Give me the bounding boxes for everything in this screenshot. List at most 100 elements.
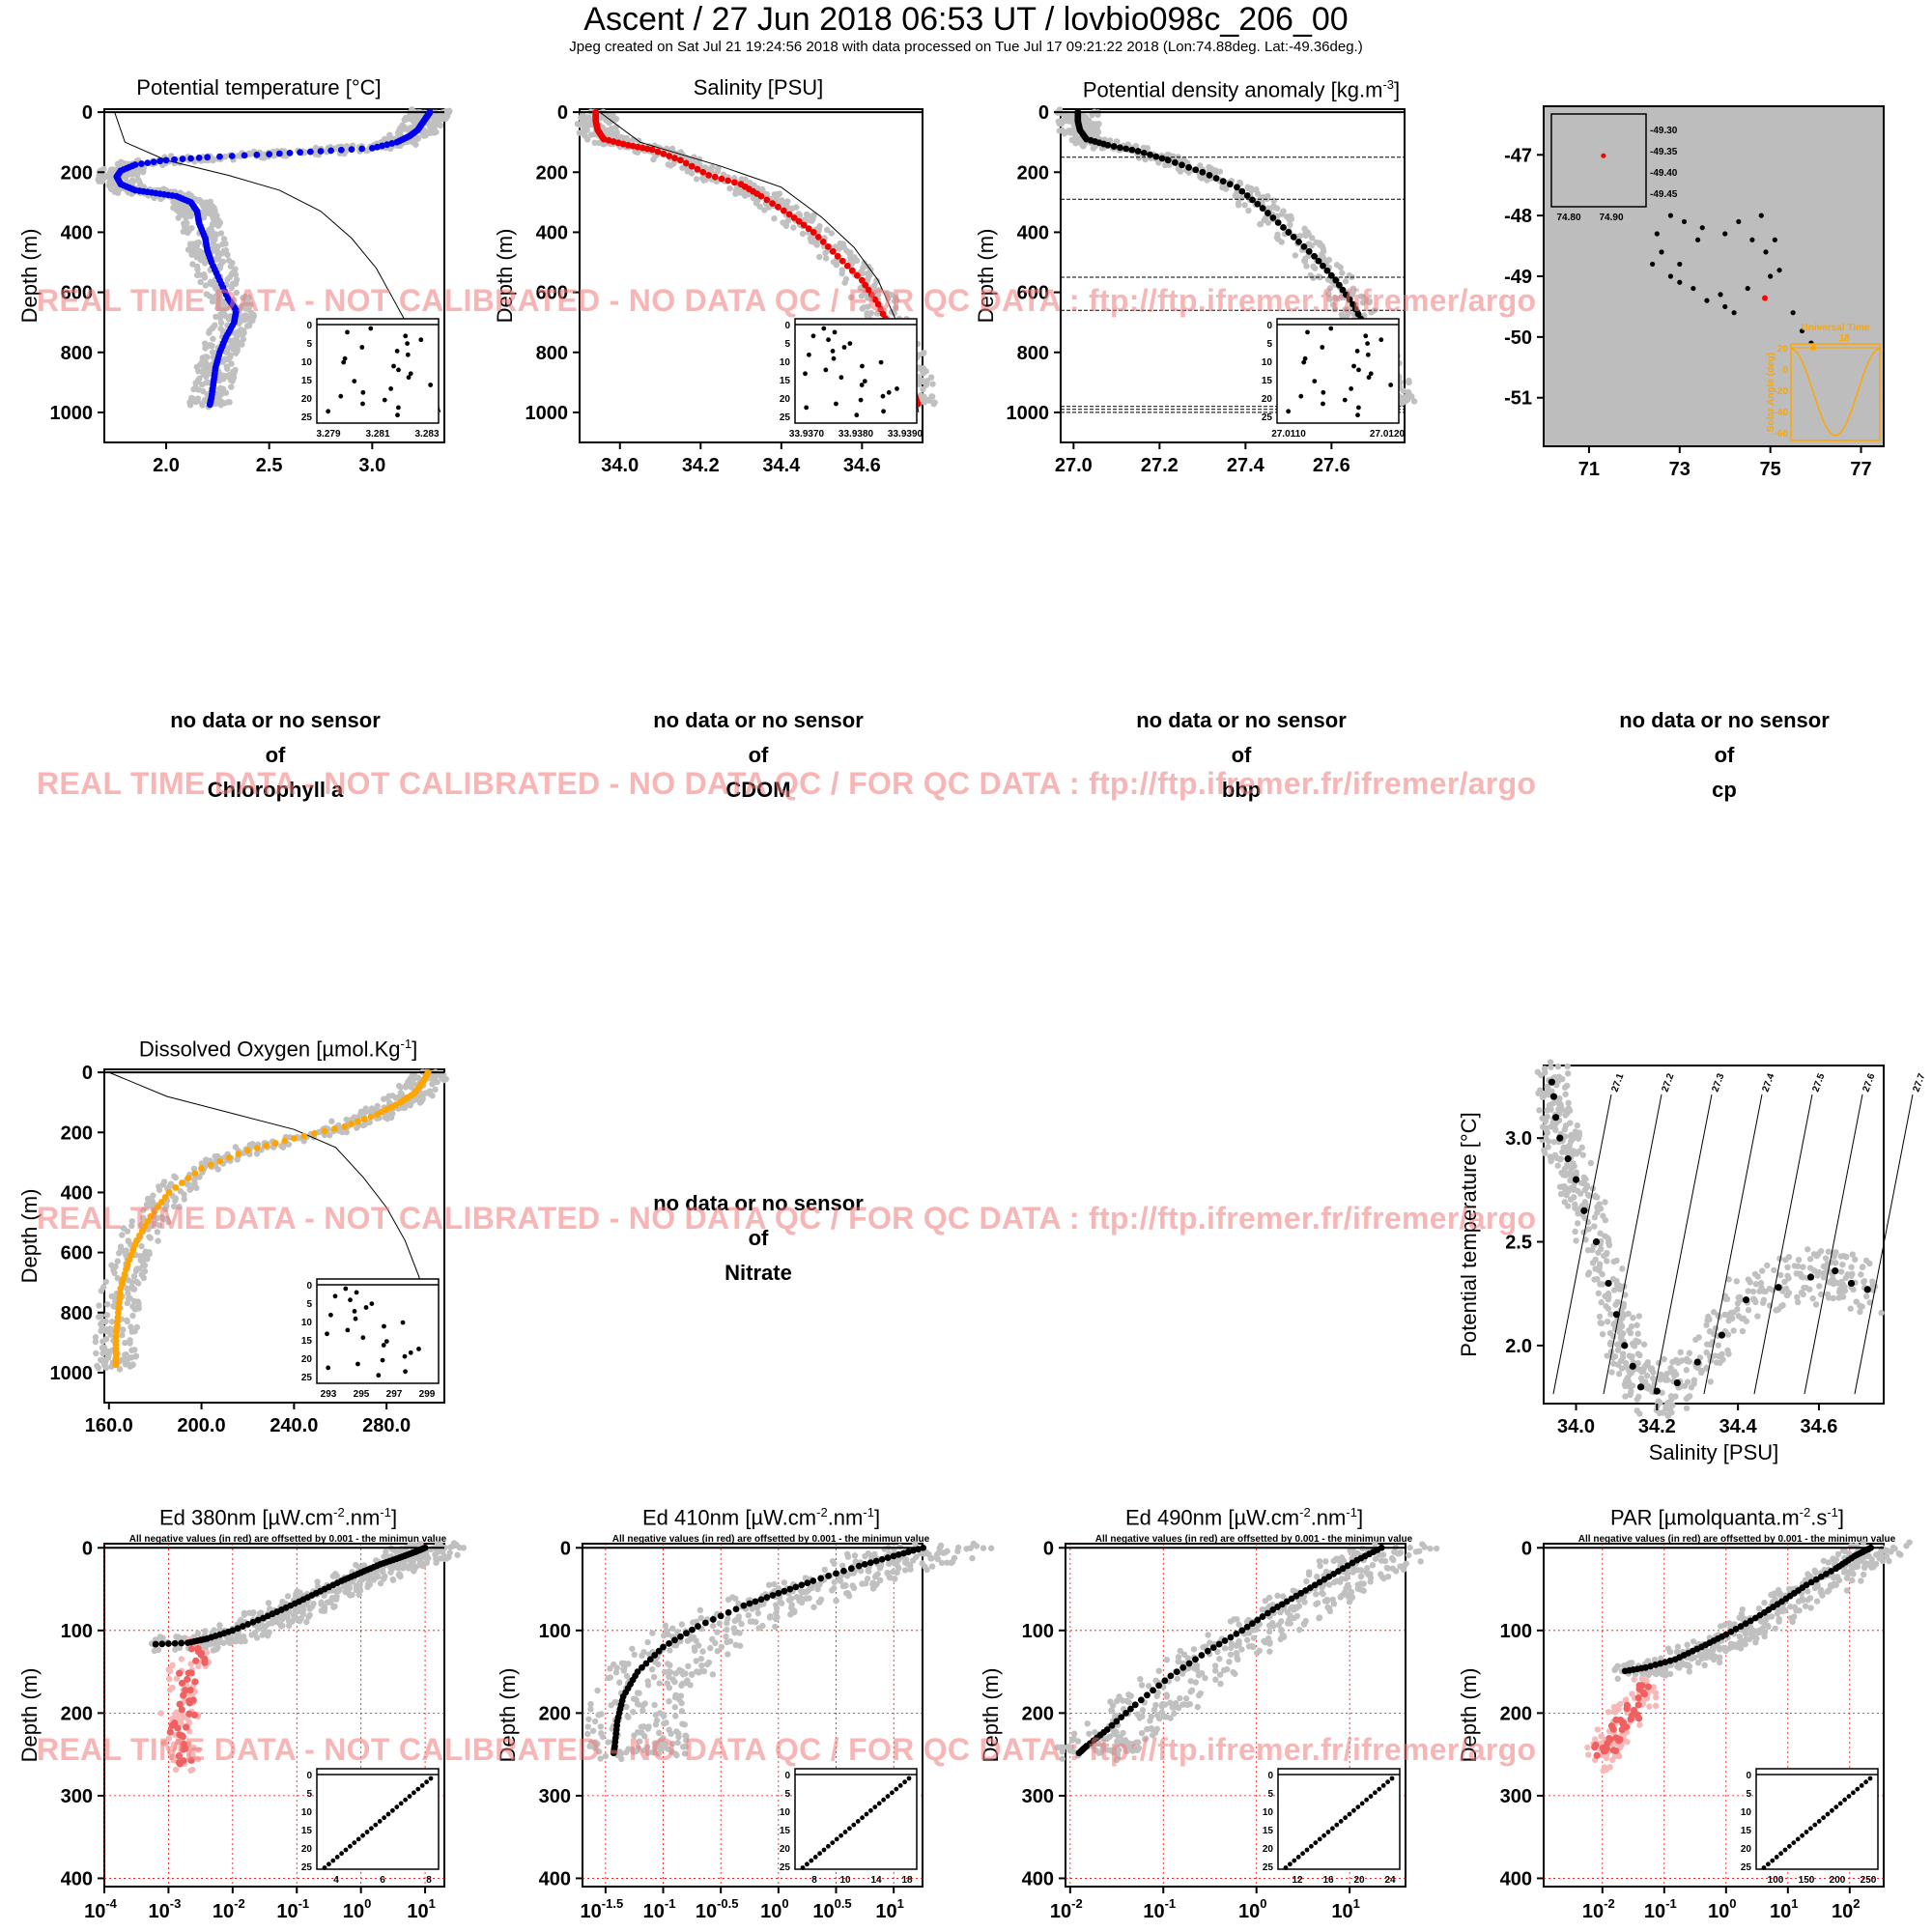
temp-profile-point bbox=[138, 160, 145, 167]
oxy-inset-ytick-label: 15 bbox=[301, 1336, 313, 1347]
ed380-cloud-point bbox=[248, 1632, 255, 1638]
ed380-cloud-point bbox=[397, 1573, 404, 1580]
oxy-cloud-point bbox=[103, 1312, 111, 1319]
ts-cloud-point bbox=[1712, 1324, 1719, 1332]
temp-cloud-point bbox=[99, 178, 106, 185]
oxy-xtick-label: 240.0 bbox=[270, 1415, 318, 1436]
ts-cloud-point bbox=[1575, 1135, 1582, 1142]
ts-cloud-point bbox=[1597, 1281, 1604, 1288]
ed410-cloud-point bbox=[724, 1626, 730, 1634]
oxy-profile-point bbox=[311, 1130, 318, 1137]
map-track-point bbox=[1677, 279, 1683, 285]
ed380-inset-point bbox=[394, 1804, 400, 1809]
ts-cloud-point bbox=[1723, 1312, 1731, 1319]
sal-xtick-label: 34.6 bbox=[843, 455, 881, 476]
sal-ytick-label: 1000 bbox=[526, 403, 569, 424]
dens-inset-point bbox=[1312, 379, 1318, 384]
ts-cloud-point bbox=[1599, 1330, 1606, 1338]
sal-profile-point bbox=[694, 165, 701, 173]
ed380-cloud-point bbox=[303, 1618, 310, 1626]
temp-cloud-point bbox=[108, 181, 115, 187]
temp-inset-point bbox=[388, 386, 394, 391]
oxy-inset-ytick-label: 20 bbox=[301, 1354, 313, 1365]
ed380-inset-point bbox=[398, 1801, 404, 1806]
ts-cloud-point bbox=[1596, 1201, 1603, 1208]
ts-cloud-point bbox=[1661, 1355, 1667, 1363]
ed410-cloud-point bbox=[662, 1622, 669, 1629]
sal-profile-point bbox=[718, 175, 725, 183]
temp-cloud-point bbox=[214, 304, 221, 312]
sal-profile-point bbox=[666, 153, 673, 159]
oxy-inset-point bbox=[332, 1293, 338, 1299]
ed380-negative-point bbox=[178, 1706, 185, 1714]
dens-inset-ytick-label: 0 bbox=[1266, 321, 1272, 331]
ed380-cloud-point bbox=[265, 1600, 272, 1606]
temp-cloud-point bbox=[217, 230, 225, 237]
sal-cloud-point bbox=[833, 261, 840, 269]
ed380-inset-point bbox=[355, 1836, 361, 1842]
oxy-cloud-point bbox=[102, 1278, 109, 1286]
ts-profile-point bbox=[1806, 1273, 1815, 1281]
ts-cloud-point bbox=[1625, 1374, 1632, 1381]
temp-ytick-label: 1000 bbox=[50, 403, 94, 424]
temp-inset-point bbox=[360, 389, 366, 395]
sal-cloud-point bbox=[927, 374, 935, 381]
ed380-cloud-point bbox=[289, 1617, 297, 1624]
dens-cloud-point bbox=[1241, 202, 1248, 209]
ed380-profile-point bbox=[171, 1639, 179, 1647]
map-ytick-label: -47 bbox=[1504, 145, 1532, 166]
oxy-cloud-point bbox=[417, 1093, 425, 1099]
ts-cloud-point bbox=[1861, 1278, 1867, 1286]
sal-profile-point bbox=[724, 177, 732, 185]
oxy-inset-point bbox=[360, 1335, 366, 1341]
ed380-cloud-point bbox=[395, 1564, 402, 1572]
sal-profile-point bbox=[763, 196, 771, 204]
ts-cloud-point bbox=[1837, 1268, 1845, 1275]
temp-cloud-point bbox=[200, 366, 208, 373]
oxy-profile-point bbox=[225, 1153, 233, 1161]
ts-cloud-point bbox=[1683, 1405, 1690, 1411]
oxy-cloud-point bbox=[140, 1274, 147, 1282]
map-track-point bbox=[1722, 231, 1728, 237]
temp-cloud-point bbox=[198, 381, 206, 388]
ed380-cloud-point bbox=[330, 1604, 337, 1610]
sal-cloud-point bbox=[799, 230, 807, 238]
ed380-inset-point bbox=[419, 1783, 425, 1788]
temp-xtick-label: 2.5 bbox=[256, 455, 283, 476]
dens-cloud-point bbox=[1405, 379, 1412, 385]
oxy-ytick-label: 200 bbox=[61, 1122, 93, 1144]
ts-cloud-point bbox=[1597, 1230, 1604, 1236]
ts-cloud-point bbox=[1862, 1293, 1870, 1300]
dens-cloud-point bbox=[1278, 239, 1285, 245]
dens-xtick-label: 27.2 bbox=[1141, 455, 1179, 476]
ts-profile-point bbox=[1592, 1237, 1601, 1246]
ed410-cloud-point bbox=[934, 1555, 942, 1563]
dens-cloud-point bbox=[1339, 270, 1346, 276]
temp-cloud-point bbox=[261, 151, 269, 157]
oxy-xtick-label: 280.0 bbox=[362, 1415, 411, 1436]
ed380-ytick-label: 300 bbox=[61, 1786, 93, 1807]
map-track-point bbox=[1790, 310, 1796, 316]
dens-profile-point bbox=[1226, 181, 1234, 188]
ed410-cloud-point bbox=[714, 1648, 721, 1655]
ed380-inset-xtick-label: 8 bbox=[426, 1875, 432, 1886]
dens-profile-point bbox=[1140, 149, 1148, 156]
dens-inset-ytick-label: 5 bbox=[1266, 339, 1272, 350]
sal-cloud-point bbox=[623, 134, 630, 142]
ed380-inset-point bbox=[364, 1830, 370, 1834]
temp-cloud-point bbox=[104, 172, 111, 179]
ts-cloud-point bbox=[1730, 1309, 1737, 1316]
dens-profile-point bbox=[1249, 196, 1256, 204]
ts-profile-point bbox=[1653, 1387, 1661, 1395]
ts-cloud-point bbox=[1567, 1120, 1574, 1126]
ed410-cloud-point bbox=[669, 1625, 676, 1632]
oxy-inset-xtick-label: 293 bbox=[321, 1389, 337, 1400]
ed380-ytick-label: 0 bbox=[82, 1538, 93, 1559]
ed380-ylabel: Depth (m) bbox=[17, 1668, 42, 1763]
sal-inset-point bbox=[860, 363, 865, 369]
ts-cloud-point bbox=[1598, 1245, 1605, 1253]
dens-ytick-label: 800 bbox=[1017, 343, 1049, 364]
oxy-ytick-label: 800 bbox=[61, 1303, 93, 1324]
sal-cloud-point bbox=[865, 312, 871, 320]
temp-inset-point bbox=[360, 401, 365, 407]
